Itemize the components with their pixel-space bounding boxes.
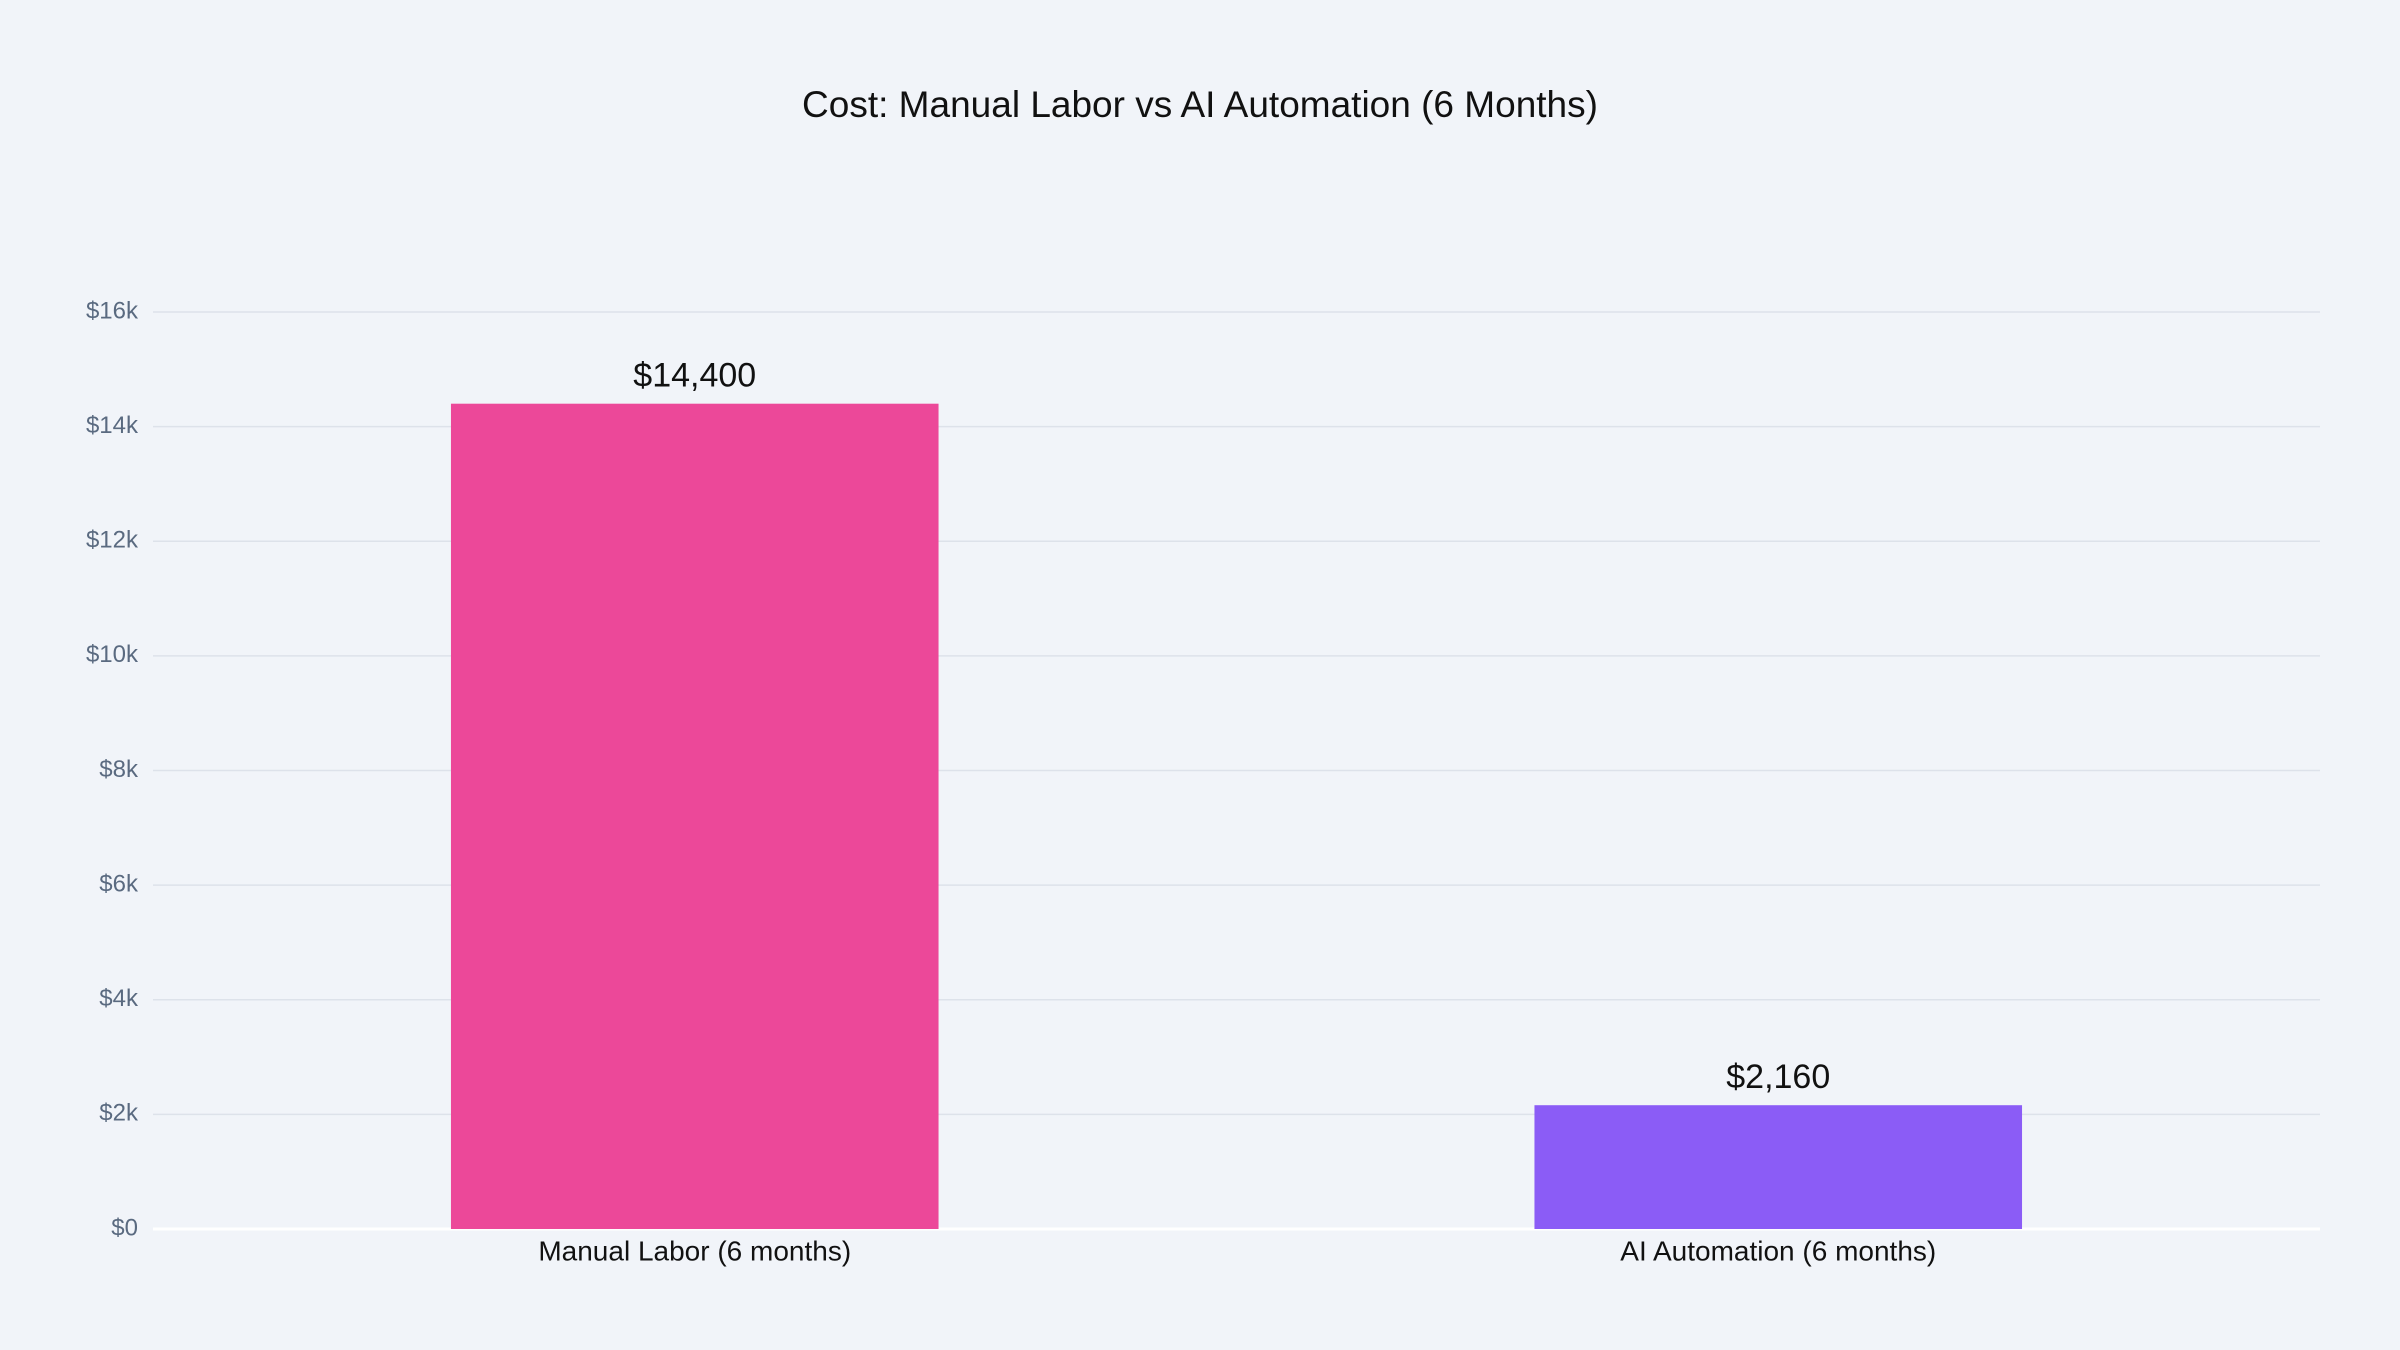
y-tick-label: $12k: [86, 527, 139, 554]
value-label: $14,400: [633, 357, 756, 395]
y-tick-label: $4k: [99, 985, 139, 1012]
bar: [1534, 1105, 2023, 1229]
bar: [450, 403, 939, 1229]
y-tick-label: $0: [111, 1214, 138, 1241]
y-tick-label: $10k: [86, 641, 139, 668]
chart-title: Cost: Manual Labor vs AI Automation (6 M…: [802, 84, 1598, 125]
y-tick-label: $6k: [99, 870, 139, 897]
y-tick-label: $16k: [86, 297, 139, 324]
y-tick-label: $14k: [86, 412, 139, 439]
x-tick-label: AI Automation (6 months): [1620, 1235, 1936, 1266]
y-tick-label: $8k: [99, 756, 139, 783]
y-tick-label: $2k: [99, 1100, 139, 1127]
value-label: $2,160: [1726, 1058, 1830, 1096]
x-tick-label: Manual Labor (6 months): [538, 1235, 851, 1266]
